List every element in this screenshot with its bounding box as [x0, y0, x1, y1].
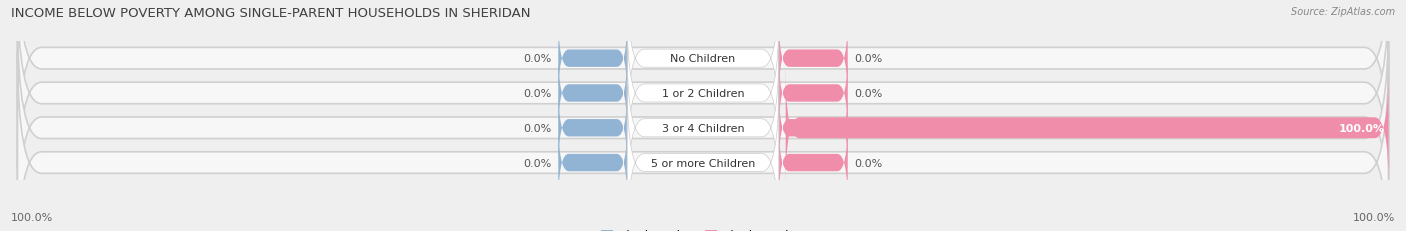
FancyBboxPatch shape: [558, 85, 627, 171]
Text: No Children: No Children: [671, 54, 735, 64]
Text: 100.0%: 100.0%: [1353, 212, 1395, 222]
FancyBboxPatch shape: [779, 50, 848, 137]
Text: 100.0%: 100.0%: [11, 212, 53, 222]
FancyBboxPatch shape: [558, 16, 627, 102]
Legend: Single Father, Single Mother: Single Father, Single Mother: [596, 224, 810, 231]
Text: 100.0%: 100.0%: [1339, 123, 1385, 133]
Text: 0.0%: 0.0%: [855, 158, 883, 168]
Text: 0.0%: 0.0%: [855, 54, 883, 64]
Text: INCOME BELOW POVERTY AMONG SINGLE-PARENT HOUSEHOLDS IN SHERIDAN: INCOME BELOW POVERTY AMONG SINGLE-PARENT…: [11, 7, 530, 20]
Text: 0.0%: 0.0%: [523, 158, 551, 168]
FancyBboxPatch shape: [786, 69, 1389, 187]
FancyBboxPatch shape: [17, 18, 1389, 231]
Text: 3 or 4 Children: 3 or 4 Children: [662, 123, 744, 133]
FancyBboxPatch shape: [627, 16, 779, 171]
FancyBboxPatch shape: [779, 120, 848, 206]
Text: 0.0%: 0.0%: [855, 88, 883, 99]
Text: 5 or more Children: 5 or more Children: [651, 158, 755, 168]
FancyBboxPatch shape: [779, 85, 848, 171]
FancyBboxPatch shape: [17, 0, 1389, 170]
FancyBboxPatch shape: [779, 16, 848, 102]
FancyBboxPatch shape: [627, 0, 779, 137]
FancyBboxPatch shape: [17, 52, 1389, 231]
FancyBboxPatch shape: [558, 120, 627, 206]
Text: 0.0%: 0.0%: [523, 123, 551, 133]
FancyBboxPatch shape: [558, 50, 627, 137]
Text: 1 or 2 Children: 1 or 2 Children: [662, 88, 744, 99]
Text: 0.0%: 0.0%: [523, 54, 551, 64]
Text: 0.0%: 0.0%: [523, 88, 551, 99]
Text: Source: ZipAtlas.com: Source: ZipAtlas.com: [1291, 7, 1395, 17]
FancyBboxPatch shape: [627, 51, 779, 206]
FancyBboxPatch shape: [627, 85, 779, 231]
FancyBboxPatch shape: [17, 0, 1389, 204]
